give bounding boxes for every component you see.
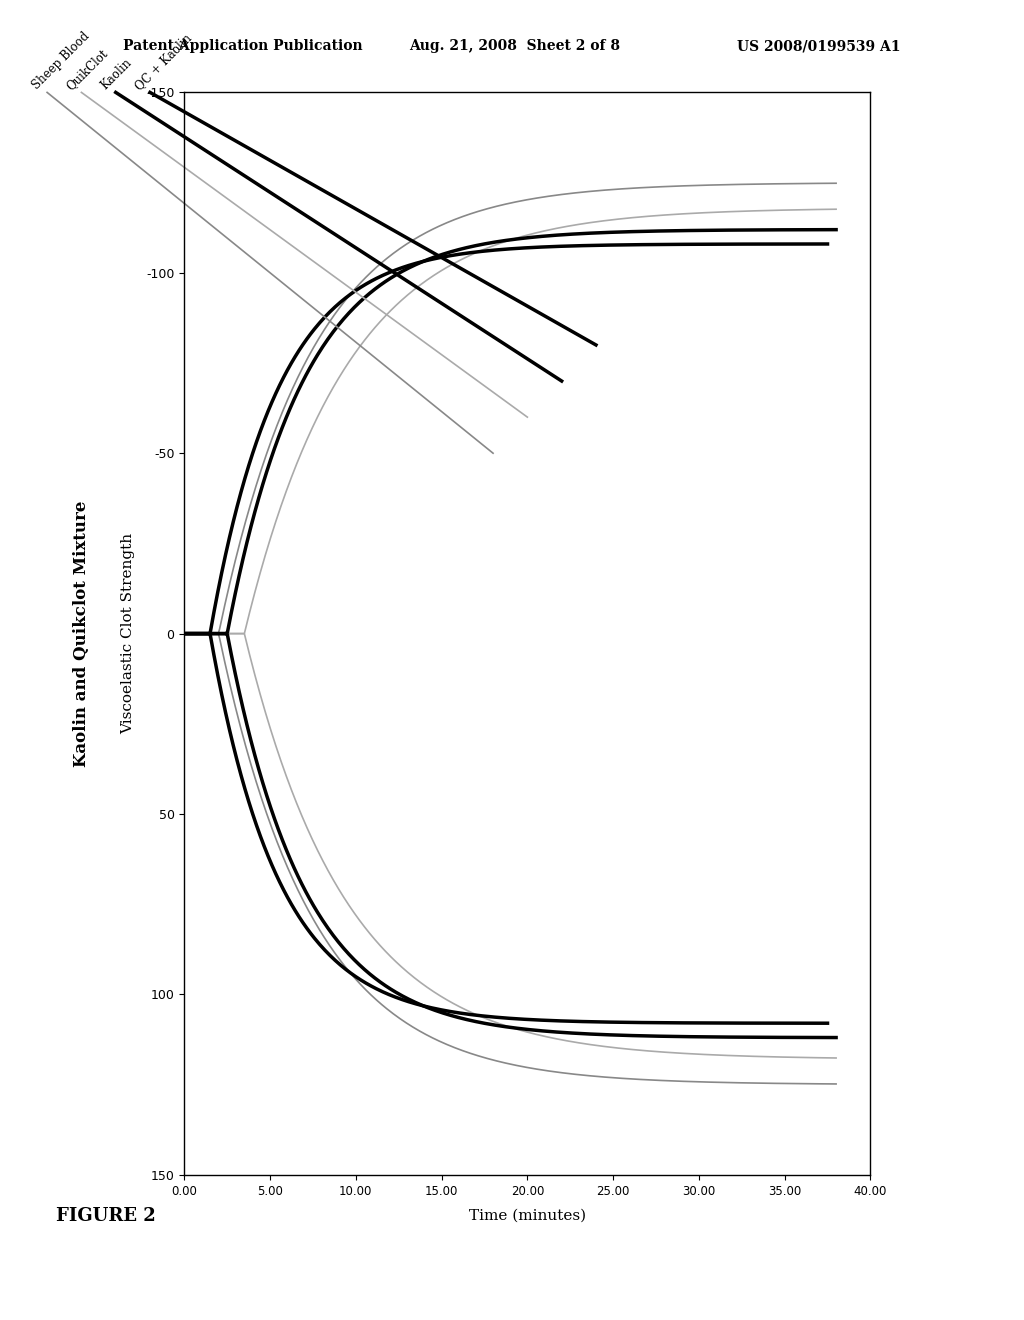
Text: FIGURE 2: FIGURE 2	[56, 1206, 156, 1225]
Text: QuikClot: QuikClot	[65, 46, 111, 92]
Text: Sheep Blood: Sheep Blood	[30, 30, 92, 92]
Text: Aug. 21, 2008  Sheet 2 of 8: Aug. 21, 2008 Sheet 2 of 8	[410, 40, 621, 53]
Y-axis label: Viscoelastic Clot Strength: Viscoelastic Clot Strength	[121, 533, 135, 734]
Text: QC + Kaolin: QC + Kaolin	[133, 30, 195, 92]
Text: Kaolin and Quikclot Mixture: Kaolin and Quikclot Mixture	[73, 500, 90, 767]
X-axis label: Time (minutes): Time (minutes)	[469, 1209, 586, 1222]
Text: US 2008/0199539 A1: US 2008/0199539 A1	[737, 40, 901, 53]
Text: Patent Application Publication: Patent Application Publication	[123, 40, 362, 53]
Text: Kaolin: Kaolin	[98, 57, 134, 92]
